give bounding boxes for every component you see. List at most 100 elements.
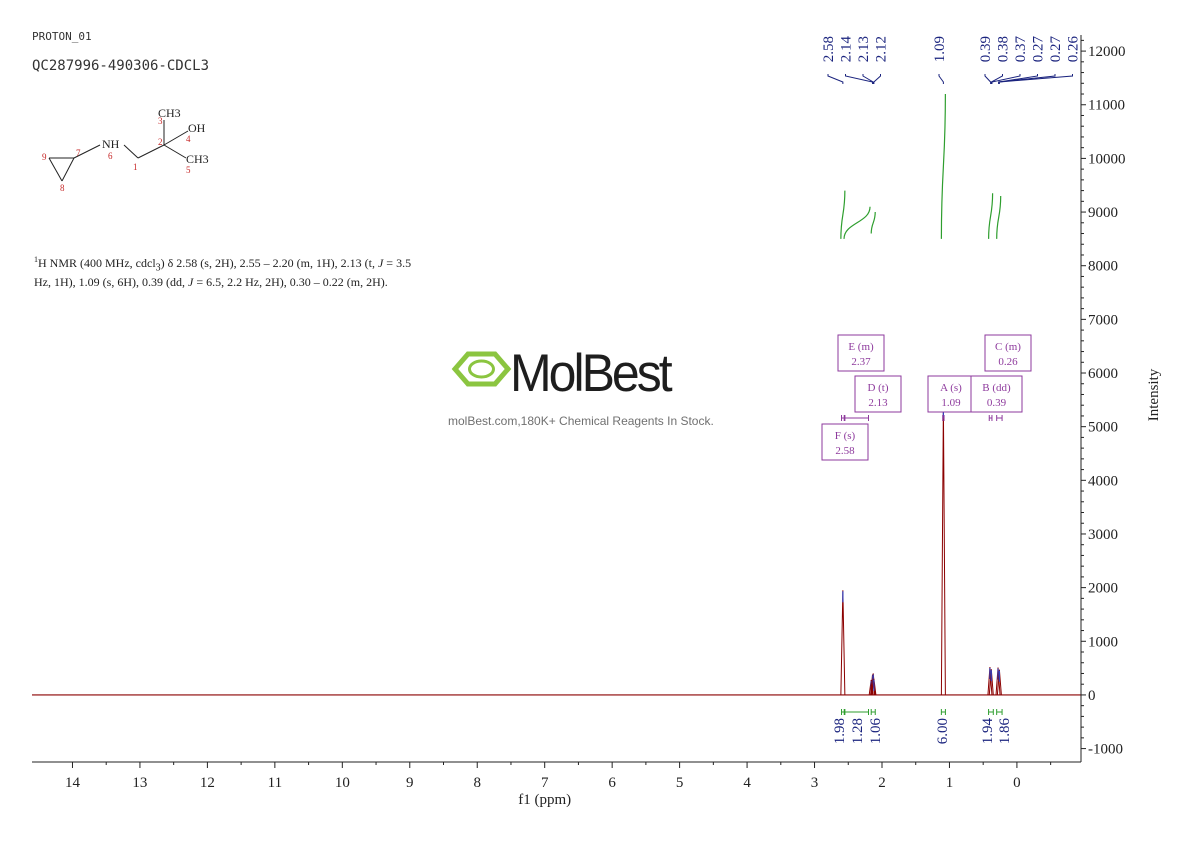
peak-pick-label: 1.09 <box>932 36 948 62</box>
spectrum-peak <box>940 405 946 695</box>
structure-atom-number: 7 <box>76 148 81 158</box>
structure-atom-number: 5 <box>186 165 191 175</box>
peak-pick-label: 0.37 <box>1013 36 1029 63</box>
structure-atom-number: 9 <box>42 152 47 162</box>
multiplet-boxes: E (m) 2.37 D (t) 2.13 F (s) 2.58 A (s) 1.09 B (d… <box>821 334 1032 461</box>
multiplet-box <box>837 334 885 372</box>
x-tick-label: 7 <box>541 775 549 791</box>
multiplet-shift: 0.26 <box>998 356 1018 368</box>
y-tick-label: 4000 <box>1088 473 1118 489</box>
y-axis-title: Intensity <box>1146 368 1162 421</box>
structure-atom-label: NH <box>102 137 120 151</box>
multiplet-label: E (m) <box>848 341 874 353</box>
watermark-brand: MolBest <box>510 343 673 403</box>
integral-range-bracket <box>844 709 870 715</box>
y-tick-label: 11000 <box>1088 98 1125 114</box>
spectrum-peak <box>995 667 1001 695</box>
y-tick-label: 5000 <box>1088 420 1118 436</box>
multiplet-shift: 2.13 <box>868 397 888 409</box>
integral-range-bracket <box>841 709 845 715</box>
peak-pick-label: 2.14 <box>839 36 855 63</box>
structure-bond <box>48 157 63 182</box>
integral-range-bracket <box>870 709 876 715</box>
multiplet-range-bracket <box>942 415 945 421</box>
integral-range-bracket <box>940 709 946 715</box>
multiplet-shift: 0.39 <box>987 397 1007 409</box>
spectrum-peak <box>987 666 993 695</box>
peak-pick-label: 0.38 <box>996 36 1012 62</box>
structure-atom-label: OH <box>188 121 206 135</box>
watermark-tagline: molBest.com,180K+ Chemical Reagents In S… <box>448 414 714 428</box>
structure-atom-number: 3 <box>158 116 163 126</box>
desc-part-3: = 3.5 Hz, 1H), 1.09 (s, 6H), 0.39 (dd, <box>34 256 412 290</box>
j-symbol-2: J <box>187 275 194 290</box>
peak-pick-label: 0.39 <box>978 36 994 62</box>
peak-pick-connector <box>998 74 1073 84</box>
hexagon-logo-shape <box>451 351 512 387</box>
peak-pick-connector <box>827 74 844 84</box>
multiplet-label: D (t) <box>867 382 888 394</box>
x-tick-label: 1 <box>946 775 954 791</box>
structure-bond <box>163 144 187 159</box>
desc-part-4: = 6.5, 2.2 Hz, 2H), 0.30 – 0.22 (m, 2H). <box>193 275 388 290</box>
peak-pick-label: 2.13 <box>856 36 872 62</box>
peak-pick-labels: 2.58 2.14 2.13 2.12 1.09 0.39 0.38 0.37 0.27 0.27… <box>821 36 1082 84</box>
integral-curve <box>988 193 994 239</box>
integral-range-bracket <box>988 709 994 715</box>
y-tick-label: -1000 <box>1088 742 1123 758</box>
y-tick-label: 10000 <box>1088 151 1126 167</box>
integral-value-label: 1.06 <box>868 718 884 745</box>
x-tick-label: 10 <box>335 775 350 791</box>
peak-pick-label: 0.26 <box>1066 36 1082 63</box>
multiplet-box <box>854 375 902 413</box>
peak-pick-connector <box>984 74 992 84</box>
peak-pick-connector <box>998 74 1056 84</box>
peak-pick-connector <box>990 74 1003 84</box>
integral-range-bracket <box>996 709 1003 715</box>
multiplet-shift: 1.09 <box>941 397 961 409</box>
y-tick-label: 0 <box>1088 688 1096 704</box>
peak-pick-connector <box>862 74 874 84</box>
y-axis: -1000 0 1000 2000 3000 4000 5000 6000 7000 8000 90… <box>1080 35 1162 762</box>
multiplet-label: B (dd) <box>982 382 1011 394</box>
integral-value-label: 1.86 <box>997 718 1013 745</box>
x-tick-label: 4 <box>743 775 751 791</box>
experiment-name: PROTON_01 <box>32 30 92 43</box>
structure-bond <box>137 144 165 159</box>
x-tick-label: 13 <box>132 775 147 791</box>
multiplet-range-bracket <box>841 415 845 421</box>
structure-atom-number: 2 <box>158 137 163 147</box>
multiplet-shift: 2.37 <box>851 356 871 368</box>
multiplet-box <box>984 334 1032 372</box>
nmr-description: 1H NMR (400 MHz, cdcl3) δ 2.58 (s, 2H), … <box>34 252 424 290</box>
multiplet-shift: 2.58 <box>835 445 855 457</box>
structure-atom-number: 4 <box>186 134 191 144</box>
structure-bond <box>61 157 75 182</box>
integral-curve <box>940 94 946 239</box>
spectrum-peak <box>988 669 994 695</box>
integral-curves <box>840 94 1002 239</box>
integral-curve <box>843 206 871 239</box>
multiplet-label: C (m) <box>995 341 1021 353</box>
molecule-structure: CH3 OH CH3 NH 1 2 3 4 5 6 7 8 9 <box>42 106 209 193</box>
multiplet-label: A (s) <box>940 382 962 394</box>
integral-labels: 1.98 1.28 1.06 6.00 1.94 1.86 <box>832 709 1013 744</box>
peak-pick-connector <box>845 74 874 84</box>
integral-value-label: 6.00 <box>935 718 951 744</box>
multiplet-label: F (s) <box>835 430 856 442</box>
multiplet-range-bracket <box>996 415 1003 421</box>
sample-id: QC287996-490306-CDCL3 <box>32 58 210 74</box>
integral-curve <box>840 190 846 239</box>
structure-atom-number: 8 <box>60 183 65 193</box>
y-tick-label: 2000 <box>1088 581 1118 597</box>
spectrum-peak <box>996 669 1002 695</box>
hexagon-ring-shape <box>468 359 495 379</box>
y-tick-label: 7000 <box>1088 312 1118 328</box>
j-symbol: J <box>377 256 384 270</box>
x-tick-label: 0 <box>1013 775 1021 791</box>
desc-part-2: ) δ 2.58 (s, 2H), 2.55 – 2.20 (m, 1H), 2… <box>160 256 378 270</box>
y-tick-label: 12000 <box>1088 44 1126 60</box>
spectrum-peak <box>840 590 846 695</box>
integral-curve <box>870 212 876 234</box>
